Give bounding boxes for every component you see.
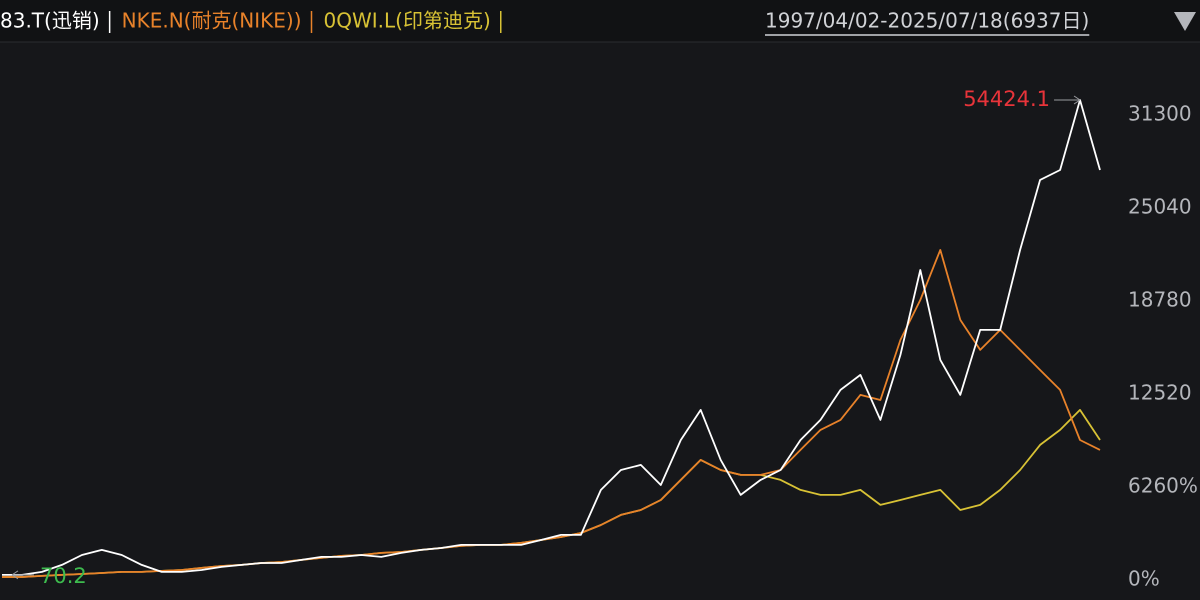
y-tick-label: 0%: [1128, 566, 1160, 590]
y-tick-label: 31300: [1128, 101, 1192, 125]
date-range[interactable]: 1997/04/02-2025/07/18(6937日): [765, 9, 1089, 33]
min-arrow-head: [11, 570, 19, 580]
y-tick-label: 6260%: [1128, 473, 1198, 497]
y-tick-label: 12520: [1128, 380, 1192, 404]
y-tick-label: 18780: [1128, 287, 1192, 311]
plot-area: 0% 6260% 12520 18780 25040 31300 54424.1 70.2: [2, 87, 1198, 590]
legend-entry: 83.T(迅销): [0, 9, 100, 33]
series-line: [2, 249, 1101, 578]
dropdown-arrow[interactable]: [1174, 12, 1196, 31]
max-arrow-head: [1073, 95, 1081, 105]
y-tick-label: 25040: [1128, 194, 1192, 218]
series-line: [2, 99, 1101, 576]
min-label: 70.2: [40, 564, 87, 588]
max-label: 54424.1: [963, 87, 1050, 111]
legend-entry: 0QWI.L(印第迪克): [324, 9, 491, 33]
legend: 83.T(迅销) NKE.N(耐克(NIKE)) 0QWI.L(印第迪克): [0, 9, 502, 33]
legend-entry: NKE.N(耐克(NIKE)): [122, 9, 302, 33]
